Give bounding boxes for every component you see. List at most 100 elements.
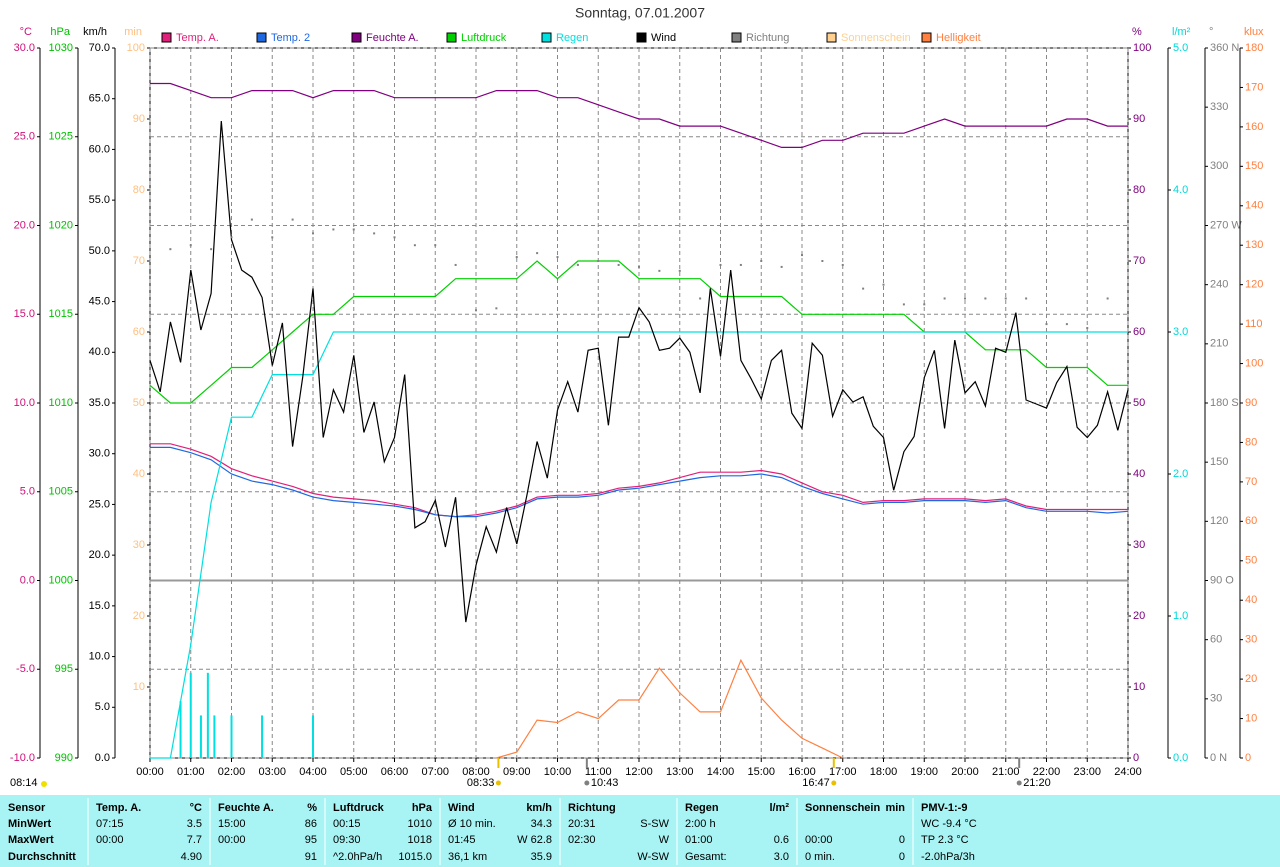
axis-tick-label: 30 (1210, 693, 1222, 705)
table-cell: 1018 (408, 834, 432, 846)
axis-tick-label: 10 (1245, 712, 1257, 724)
axis-tick-label: 60 (133, 326, 145, 338)
table-cell: 15:00 (218, 818, 246, 830)
table-cell: 91 (305, 851, 317, 863)
legend-label: Temp. 2 (271, 32, 310, 44)
axis-tick-label: 270 W (1210, 219, 1242, 231)
axis-tick-label: 60 (1210, 634, 1222, 646)
annotation-label: 16:47 (802, 777, 830, 789)
series-line (496, 658, 844, 759)
axis-tick-label: 1005 (49, 486, 73, 498)
table-cell: 20:31 (568, 818, 596, 830)
x-tick-label: 11:00 (585, 766, 612, 778)
axis-tick-label: 60.0 (89, 143, 110, 155)
axis-unit: l/m² (1172, 26, 1191, 38)
direction-point (1065, 323, 1068, 326)
axis-tick-label: 70 (133, 255, 145, 267)
direction-point (210, 248, 213, 251)
direction-point (699, 297, 702, 300)
table-cell: 00:00 (218, 834, 246, 846)
axis-tick-label: -5.0 (16, 663, 35, 675)
legend-swatch (636, 32, 647, 43)
axis-tick-label: 70.0 (89, 42, 110, 54)
legend-label: Helligkeit (936, 32, 981, 44)
x-tick-label: 06:00 (381, 766, 409, 778)
direction-point (780, 265, 783, 268)
direction-point (862, 287, 865, 290)
axis-tick-label: 30 (1133, 539, 1145, 551)
table-row-label: MinWert (8, 818, 52, 830)
axis-tick-label: 90 (1133, 113, 1145, 125)
x-tick-label: 00:00 (136, 766, 164, 778)
direction-point (902, 303, 905, 306)
table-header: Feuchte A. (218, 802, 274, 814)
table-cell: 34.3 (531, 818, 552, 830)
legend-swatch (256, 32, 267, 43)
x-tick-label: 13:00 (666, 766, 694, 778)
legend-swatch (446, 32, 457, 43)
table-cell: W 62.8 (517, 834, 552, 846)
axis-tick-label: 15.0 (14, 308, 35, 320)
axis-tick-label: 70 (1245, 476, 1257, 488)
legend-label: Wind (651, 32, 676, 44)
x-tick-label: 22:00 (1033, 766, 1061, 778)
table-cell: 86 (305, 818, 317, 830)
annotation-dot (1016, 780, 1022, 786)
axis-tick-label: 25.0 (14, 131, 35, 143)
axis-unit: klux (1244, 26, 1264, 38)
axis-tick-label: 110 (1245, 318, 1263, 330)
table-cell: 01:45 (448, 834, 476, 846)
direction-point (1004, 297, 1007, 300)
axis-tick-label: 70 (1133, 255, 1145, 267)
legend-label: Feuchte A. (366, 32, 419, 44)
axis-tick-label: 20.0 (14, 219, 35, 231)
direction-point (515, 256, 518, 259)
table-cell: 7.7 (187, 834, 202, 846)
axis-tick-label: 330 (1210, 101, 1228, 113)
axis-tick-label: 80 (133, 184, 145, 196)
table-cell: 0 min. (805, 851, 835, 863)
rain-bar (261, 715, 264, 758)
x-tick-label: 23:00 (1073, 766, 1101, 778)
direction-point (984, 297, 987, 300)
x-tick-label: 24:00 (1114, 766, 1142, 778)
axis-tick-label: 150 (1245, 160, 1263, 172)
table-cell: 2:00 h (685, 818, 716, 830)
table-cell: WC -9.4 °C (921, 818, 977, 830)
axis-tick-label: 240 (1210, 279, 1228, 291)
direction-point (617, 263, 620, 266)
x-tick-label: 03:00 (258, 766, 286, 778)
legend-swatch (731, 32, 742, 43)
axis-tick-label: 995 (55, 663, 73, 675)
direction-point (841, 263, 844, 266)
x-tick-label: 02:00 (218, 766, 246, 778)
legend-label: Temp. A. (176, 32, 219, 44)
rain-bar (213, 715, 216, 758)
axis-tick-label: 5.0 (20, 486, 35, 498)
axis-tick-label: -10.0 (10, 752, 35, 764)
axis-tick-label: 10.0 (14, 397, 35, 409)
table-header: Luftdruck (333, 802, 385, 814)
direction-point (638, 265, 640, 268)
axis-tick-label: 60 (1133, 326, 1145, 338)
direction-point (352, 228, 355, 231)
direction-point (1106, 297, 1109, 300)
table-cell: ^2.0hPa/h (333, 851, 382, 863)
table-cell: Gesamt: (685, 851, 727, 863)
axis-tick-label: 2.0 (1173, 468, 1188, 480)
table-header: Sonnenschein (805, 802, 880, 814)
direction-point (250, 218, 253, 221)
axis-tick-label: 5.0 (95, 701, 110, 713)
x-tick-label: 08:00 (462, 766, 490, 778)
axis-tick-label: 0 (1133, 752, 1139, 764)
annotation-dot (831, 780, 837, 786)
direction-point (373, 232, 376, 235)
table-cell: 07:15 (96, 818, 124, 830)
table-unit: km/h (526, 802, 552, 814)
axis-tick-label: 1030 (49, 42, 73, 54)
direction-point (230, 236, 233, 239)
axis-tick-label: 180 S (1210, 397, 1239, 409)
axis-tick-label: 30 (1245, 634, 1257, 646)
axis-tick-label: 10 (133, 681, 145, 693)
x-tick-label: 21:00 (992, 766, 1020, 778)
